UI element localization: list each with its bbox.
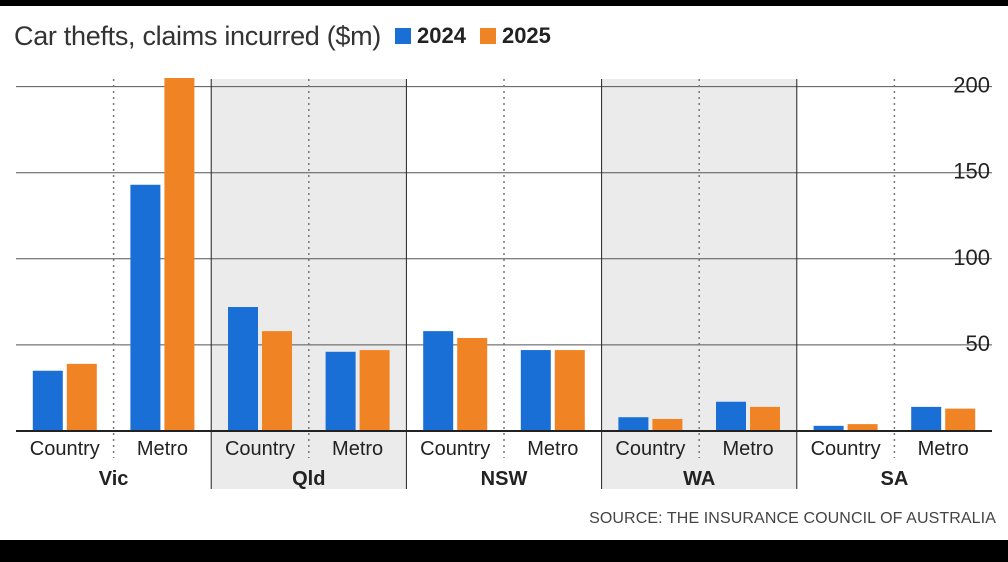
legend-item-2024: 2024 (395, 23, 466, 49)
bar-sa-metro-2025 (945, 408, 976, 431)
bar-vic-metro-2025 (164, 78, 195, 431)
bar-nsw-metro-2024 (520, 350, 551, 431)
y-tick-label-200: 200 (953, 73, 990, 98)
category-label: Metro (527, 438, 578, 460)
category-label: Metro (722, 438, 773, 460)
legend-swatch-2025 (479, 28, 496, 44)
legend-swatch-2024 (395, 28, 411, 44)
bar-qld-metro-2024 (325, 351, 356, 431)
bar-wa-country-2024 (618, 417, 649, 431)
state-label-qld: Qld (292, 468, 325, 490)
state-label-sa: SA (881, 468, 909, 490)
title-row: Car thefts, claims incurred ($m) 2024 20… (14, 16, 551, 56)
bar-wa-country-2025 (652, 418, 683, 431)
state-label-wa: WA (683, 468, 715, 490)
category-label: Metro (918, 438, 969, 460)
bar-qld-metro-2025 (359, 350, 390, 431)
y-tick-label-150: 150 (953, 159, 990, 184)
category-label: Metro (137, 438, 188, 460)
bar-chart: Country Metro Vic Country Metro Qld Country Met… (16, 73, 992, 490)
bar-sa-country-2025 (847, 424, 878, 431)
bar-vic-metro-2024 (130, 184, 161, 431)
legend-label-2024: 2024 (417, 23, 466, 48)
legend-label-2025: 2025 (501, 23, 551, 48)
bar-sa-metro-2024 (911, 406, 942, 431)
category-label: Metro (332, 438, 383, 460)
y-tick-label-50: 50 (966, 331, 990, 356)
bar-wa-metro-2024 (716, 401, 746, 431)
y-tick-label-100: 100 (953, 245, 990, 270)
category-label: Country (225, 438, 295, 460)
category-label: Country (615, 438, 685, 460)
state-label-nsw: NSW (481, 468, 528, 490)
category-label: Country (420, 438, 490, 460)
bar-nsw-country-2025 (457, 338, 488, 431)
source-note: SOURCE: THE INSURANCE COUNCIL OF AUSTRAL… (589, 510, 996, 527)
bar-qld-country-2025 (262, 331, 292, 431)
state-label-vic: Vic (99, 468, 129, 490)
bar-nsw-metro-2025 (554, 350, 585, 431)
chart-page: Car thefts, claims incurred ($m) 2024 20… (0, 6, 1008, 540)
chart-title: Car thefts, claims incurred ($m) (14, 20, 381, 51)
bar-sa-country-2024 (813, 425, 844, 431)
category-label: Country (811, 438, 881, 460)
legend-item-2025: 2025 (479, 23, 551, 49)
category-label: Country (30, 438, 100, 460)
bar-wa-metro-2025 (750, 406, 780, 431)
bar-vic-country-2024 (32, 370, 63, 431)
bar-nsw-country-2024 (423, 331, 454, 431)
bar-qld-country-2024 (228, 307, 258, 431)
bar-vic-country-2025 (66, 363, 97, 431)
